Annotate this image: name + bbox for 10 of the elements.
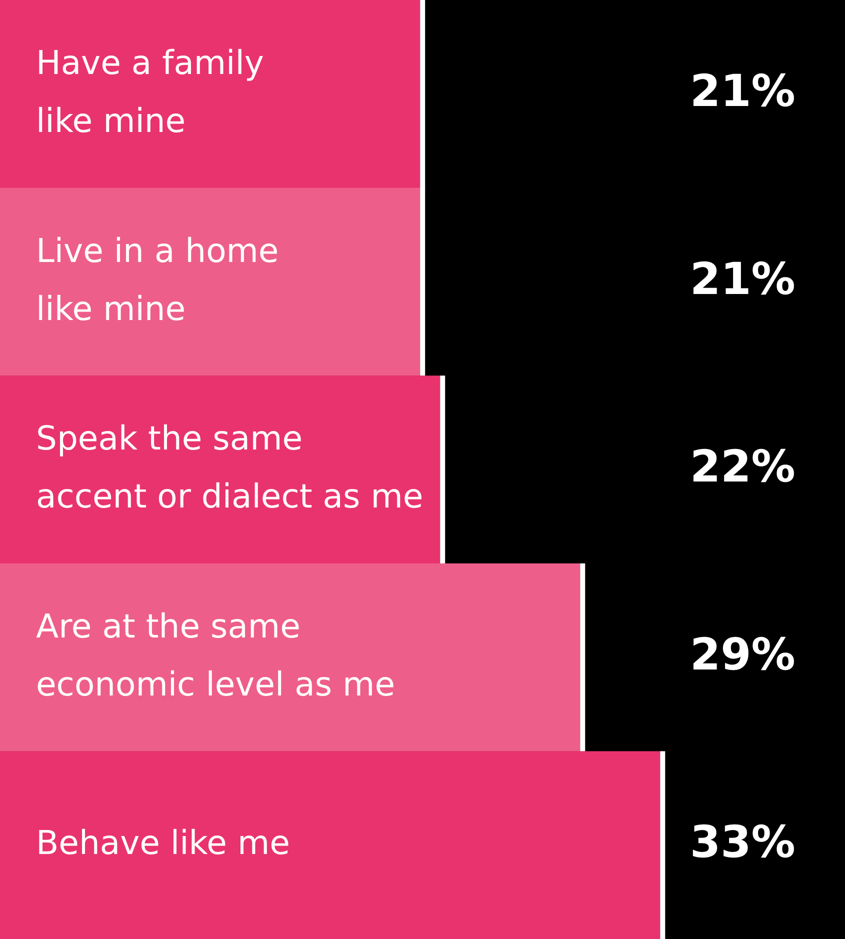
data-label: 22% xyxy=(690,442,796,493)
y-tick-label: Live in a home like mine xyxy=(36,230,279,328)
y-tick-label: Speak the same accent or dialect as me xyxy=(36,418,424,516)
data-label: 21% xyxy=(690,254,796,305)
data-label: 21% xyxy=(690,66,796,118)
data-label: 29% xyxy=(690,629,796,680)
data-label: 33% xyxy=(690,817,796,868)
y-tick-label: Are at the same economic level as me xyxy=(36,606,396,704)
y-tick-label: Behave like me xyxy=(36,823,290,862)
y-tick-label: Have a family like mine xyxy=(36,43,264,140)
